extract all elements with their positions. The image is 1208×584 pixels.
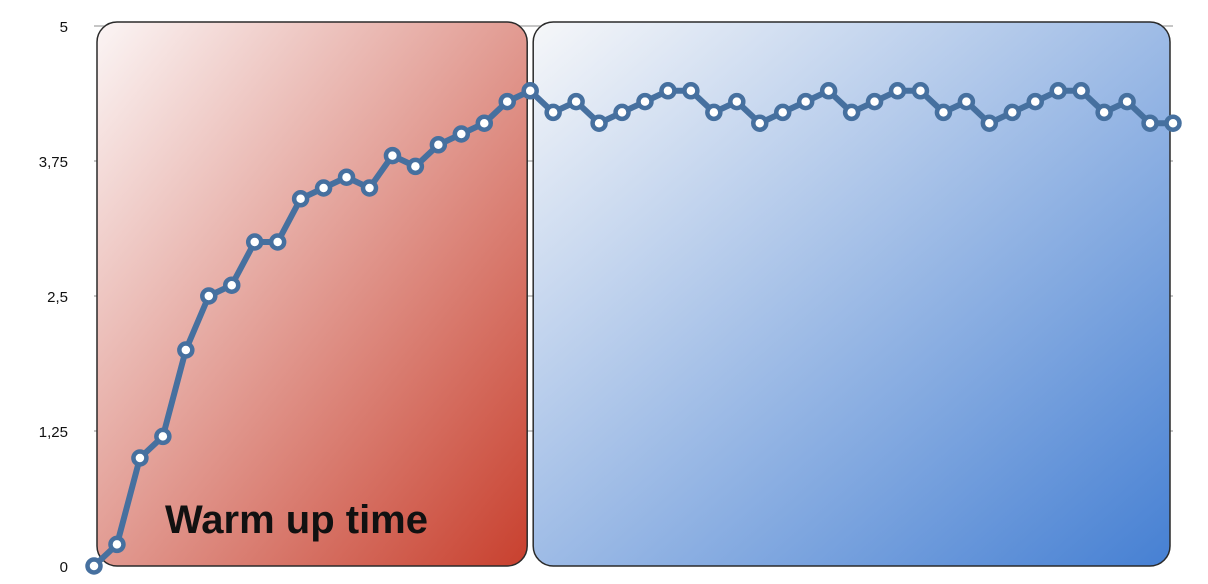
steady-region [532, 21, 1171, 567]
data-point-28 [728, 92, 746, 111]
data-point-2 [131, 449, 149, 467]
data-point-19 [521, 82, 539, 100]
data-point-29 [751, 114, 769, 132]
data-point-7 [245, 233, 264, 251]
data-point-35 [888, 82, 907, 100]
data-point-33 [842, 103, 861, 122]
data-point-3 [154, 427, 172, 446]
data-point-30 [773, 103, 792, 122]
data-point-34 [865, 92, 884, 111]
data-point-45 [1118, 92, 1136, 111]
y-tick-label-1: 1,25 [39, 424, 68, 441]
data-point-43 [1072, 82, 1090, 100]
data-point-36 [911, 82, 930, 100]
warm-up-label: Warm up time [165, 498, 428, 542]
data-point-42 [1049, 82, 1067, 100]
data-point-1 [108, 535, 126, 554]
data-point-23 [613, 103, 631, 122]
data-point-24 [636, 92, 654, 111]
data-point-37 [934, 103, 953, 122]
data-point-13 [383, 146, 402, 165]
warm-up-region [96, 21, 528, 567]
data-point-27 [705, 103, 723, 122]
data-point-22 [590, 114, 608, 132]
data-point-46 [1141, 114, 1159, 132]
series [85, 82, 1182, 575]
data-point-16 [452, 125, 471, 143]
data-point-44 [1095, 103, 1113, 122]
y-tick-label-0: 0 [60, 559, 68, 576]
data-point-25 [659, 82, 677, 100]
data-point-5 [200, 287, 218, 305]
data-point-6 [222, 276, 241, 294]
data-point-20 [544, 103, 562, 122]
data-point-14 [406, 157, 425, 176]
data-point-32 [819, 82, 838, 100]
data-point-17 [475, 114, 494, 132]
data-point-40 [1003, 103, 1022, 122]
y-tick-label-3: 3,75 [39, 154, 68, 171]
y-axis-ticks: 0 1,25 2,5 3,75 5 [39, 19, 68, 576]
data-point-4 [177, 341, 195, 359]
data-point-12 [360, 179, 379, 197]
data-point-18 [498, 92, 516, 111]
data-point-26 [682, 82, 700, 100]
data-point-10 [314, 179, 333, 197]
y-tick-label-4: 5 [60, 19, 68, 36]
data-point-38 [957, 92, 976, 111]
regions: Warm up time [96, 21, 1171, 567]
data-point-8 [268, 233, 287, 251]
data-point-41 [1026, 92, 1045, 111]
data-point-15 [429, 136, 448, 154]
data-point-31 [796, 92, 815, 111]
data-point-21 [567, 92, 585, 111]
data-point-0 [85, 557, 103, 575]
data-point-9 [291, 190, 310, 208]
data-point-11 [337, 168, 356, 186]
data-point-39 [980, 114, 999, 132]
y-tick-label-2: 2,5 [47, 289, 68, 306]
data-point-47 [1164, 114, 1182, 132]
